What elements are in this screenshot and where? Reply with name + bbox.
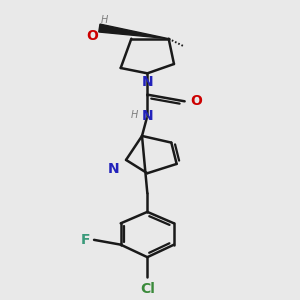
Text: F: F [80,233,90,247]
Text: N: N [142,75,153,89]
Text: H: H [101,15,108,25]
Text: N: N [142,109,153,123]
Text: O: O [190,94,202,108]
Text: O: O [86,29,98,44]
Text: H: H [130,110,138,120]
Text: Cl: Cl [140,282,155,296]
Polygon shape [99,24,169,39]
Text: N: N [108,162,119,176]
